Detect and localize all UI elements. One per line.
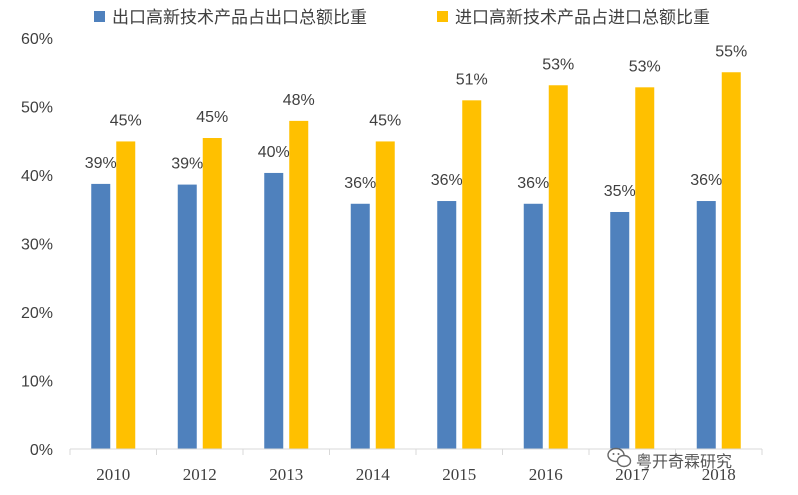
legend-label-export: 出口高新技术产品占出口总额比重 (112, 8, 367, 28)
data-label-export: 40% (258, 144, 290, 161)
watermark: 粤开奇霖研究 (607, 447, 732, 471)
bar-export (523, 203, 543, 449)
bar-import (548, 85, 568, 449)
x-tick-label: 2012 (183, 465, 217, 484)
x-tick-label: 2015 (442, 465, 476, 484)
data-label-import: 51% (456, 71, 488, 88)
x-tick-label: 2014 (356, 465, 391, 484)
bar-import (202, 138, 222, 449)
x-tick-label: 2016 (529, 465, 563, 484)
x-tick-label: 2018 (702, 465, 736, 484)
y-axis-ticks: 0% 10% 20% 30% 40% 50% 60% (21, 31, 53, 459)
y-tick-label: 50% (21, 100, 53, 117)
data-label-import: 45% (369, 112, 401, 129)
data-label-import: 45% (196, 109, 228, 126)
y-tick-label: 10% (21, 374, 53, 391)
data-label-import: 55% (715, 43, 747, 60)
bar-export (437, 201, 457, 449)
bar-export (264, 172, 284, 449)
data-label-export: 39% (171, 156, 203, 173)
bar-import (462, 100, 482, 450)
data-label-export: 36% (431, 172, 463, 189)
data-label-export: 39% (85, 155, 117, 172)
bars: 39% 45% 39% 45% 40% 48% 36% 45% 36% 51% 36% 53% 35% 5… (85, 43, 747, 450)
data-label-export: 35% (604, 183, 636, 200)
data-label-export: 36% (517, 175, 549, 192)
data-label-import: 48% (283, 92, 315, 109)
data-label-import: 45% (110, 112, 142, 129)
data-label-import: 53% (629, 58, 661, 75)
x-tick-label: 2010 (96, 465, 130, 484)
y-tick-label: 30% (21, 237, 53, 254)
x-tick-label: 2013 (269, 465, 303, 484)
bar-import (721, 72, 741, 449)
bar-import (375, 141, 395, 449)
bar-export (177, 184, 197, 449)
legend-swatch-export (94, 11, 105, 22)
watermark-text: 粤开奇霖研究 (636, 452, 732, 471)
x-tick-label: 2017 (615, 465, 650, 484)
bar-export (350, 203, 370, 449)
bar-import (289, 120, 309, 449)
bar-export (91, 183, 111, 449)
data-label-export: 36% (690, 172, 722, 189)
legend: 出口高新技术产品占出口总额比重 进口高新技术产品占进口总额比重 (94, 8, 710, 28)
y-tick-label: 20% (21, 305, 53, 322)
bar-export (610, 211, 630, 449)
bar-import (635, 87, 655, 449)
bar-export (696, 201, 716, 449)
legend-swatch-import (437, 11, 448, 22)
data-label-export: 36% (344, 175, 376, 192)
legend-label-import: 进口高新技术产品占进口总额比重 (455, 8, 710, 28)
y-tick-label: 60% (21, 31, 53, 48)
bar-import (116, 141, 136, 449)
wechat-icon (607, 447, 632, 468)
x-axis-ticks: 2010 2012 2013 2014 2015 2016 2017 2018 (69, 449, 763, 484)
data-label-import: 53% (542, 56, 574, 73)
y-tick-label: 0% (30, 442, 53, 459)
y-tick-label: 40% (21, 168, 53, 185)
